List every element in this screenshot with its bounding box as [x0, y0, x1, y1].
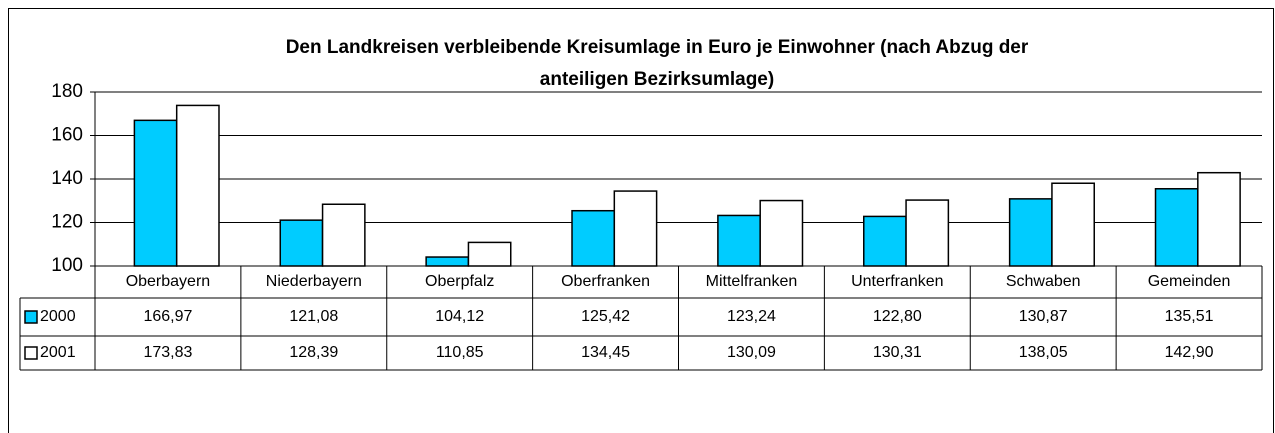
- bar: [175, 104, 220, 267]
- data-table-value: 130,09: [727, 344, 776, 361]
- data-table-value: 173,83: [143, 344, 192, 361]
- bar: [133, 119, 178, 267]
- data-table-value: 166,97: [143, 308, 192, 325]
- data-table-value: 110,85: [436, 344, 484, 361]
- bar: [717, 214, 761, 267]
- y-tick-label: 100: [51, 255, 83, 276]
- bar: [1008, 198, 1053, 267]
- x-tick-label: Schwaben: [1006, 273, 1081, 290]
- bar: [279, 219, 324, 267]
- bar: [905, 199, 950, 267]
- bar: [467, 241, 512, 267]
- legend-key: [24, 310, 38, 324]
- x-tick-label: Oberpfalz: [425, 273, 494, 290]
- x-tick-label: Gemeinden: [1148, 273, 1231, 290]
- y-tick-label: 120: [51, 212, 83, 233]
- x-tick-label: Oberfranken: [561, 273, 650, 290]
- x-tick-label: Oberbayern: [126, 273, 211, 290]
- data-table-value: 104,12: [435, 308, 484, 325]
- y-tick-label: 160: [51, 125, 83, 146]
- legend-key: [24, 346, 38, 360]
- x-tick-label: Mittelfranken: [706, 273, 798, 290]
- x-tick-label: Unterfranken: [851, 273, 944, 290]
- bar: [1197, 171, 1241, 267]
- bar: [613, 190, 658, 267]
- chart-title: Den Landkreisen verbleibende Kreisumlage…: [286, 37, 1029, 58]
- x-tick-label: Niederbayern: [266, 273, 362, 290]
- data-table-value: 128,39: [289, 344, 338, 361]
- bar: [425, 256, 470, 267]
- legend-label: 2000: [40, 308, 76, 325]
- data-table-value: 121,08: [289, 308, 338, 325]
- y-tick-label: 140: [51, 168, 83, 189]
- legend-label: 2001: [40, 344, 76, 361]
- data-table-value: 130,31: [873, 344, 922, 361]
- data-table-value: 125,42: [581, 308, 630, 325]
- y-tick-label: 180: [51, 81, 83, 102]
- data-table-value: 138,05: [1019, 344, 1068, 361]
- data-table-value: 135,51: [1165, 308, 1214, 325]
- bar: [759, 199, 804, 267]
- data-table-value: 130,87: [1019, 308, 1068, 325]
- data-table-value: 134,45: [581, 344, 630, 361]
- data-table-value: 142,90: [1165, 344, 1214, 361]
- data-table-value: 123,24: [727, 308, 776, 325]
- bar: [863, 215, 907, 267]
- data-table-value: 122,80: [873, 308, 922, 325]
- bar: [1051, 182, 1095, 267]
- bar: [1154, 188, 1199, 267]
- bar: [571, 209, 616, 267]
- chart-title: anteiligen Bezirksumlage): [540, 69, 774, 90]
- bar: [321, 203, 366, 267]
